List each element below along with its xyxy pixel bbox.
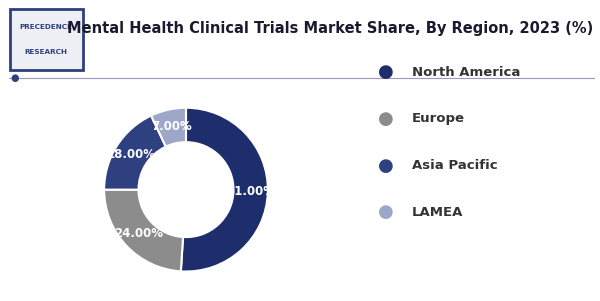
Wedge shape [151, 108, 186, 147]
Wedge shape [104, 190, 183, 271]
Text: 7.00%: 7.00% [152, 120, 192, 133]
Text: ●: ● [378, 203, 394, 221]
Text: RESEARCH: RESEARCH [25, 49, 68, 55]
Text: ●: ● [378, 157, 394, 175]
Text: ●: ● [378, 63, 394, 81]
Text: Europe: Europe [412, 112, 464, 126]
Text: PRECEDENCE: PRECEDENCE [20, 24, 73, 30]
Wedge shape [181, 108, 268, 272]
Text: 18.00%: 18.00% [107, 148, 156, 161]
Text: ●: ● [11, 73, 19, 83]
Text: 51.00%: 51.00% [226, 185, 275, 198]
Text: Mental Health Clinical Trials Market Share, By Region, 2023 (%): Mental Health Clinical Trials Market Sha… [67, 21, 593, 36]
Wedge shape [104, 116, 166, 190]
Text: Asia Pacific: Asia Pacific [412, 159, 497, 172]
Text: LAMEA: LAMEA [412, 206, 463, 219]
Text: 24.00%: 24.00% [115, 228, 163, 240]
Text: ●: ● [378, 110, 394, 128]
Text: North America: North America [412, 66, 520, 79]
FancyBboxPatch shape [10, 9, 83, 70]
